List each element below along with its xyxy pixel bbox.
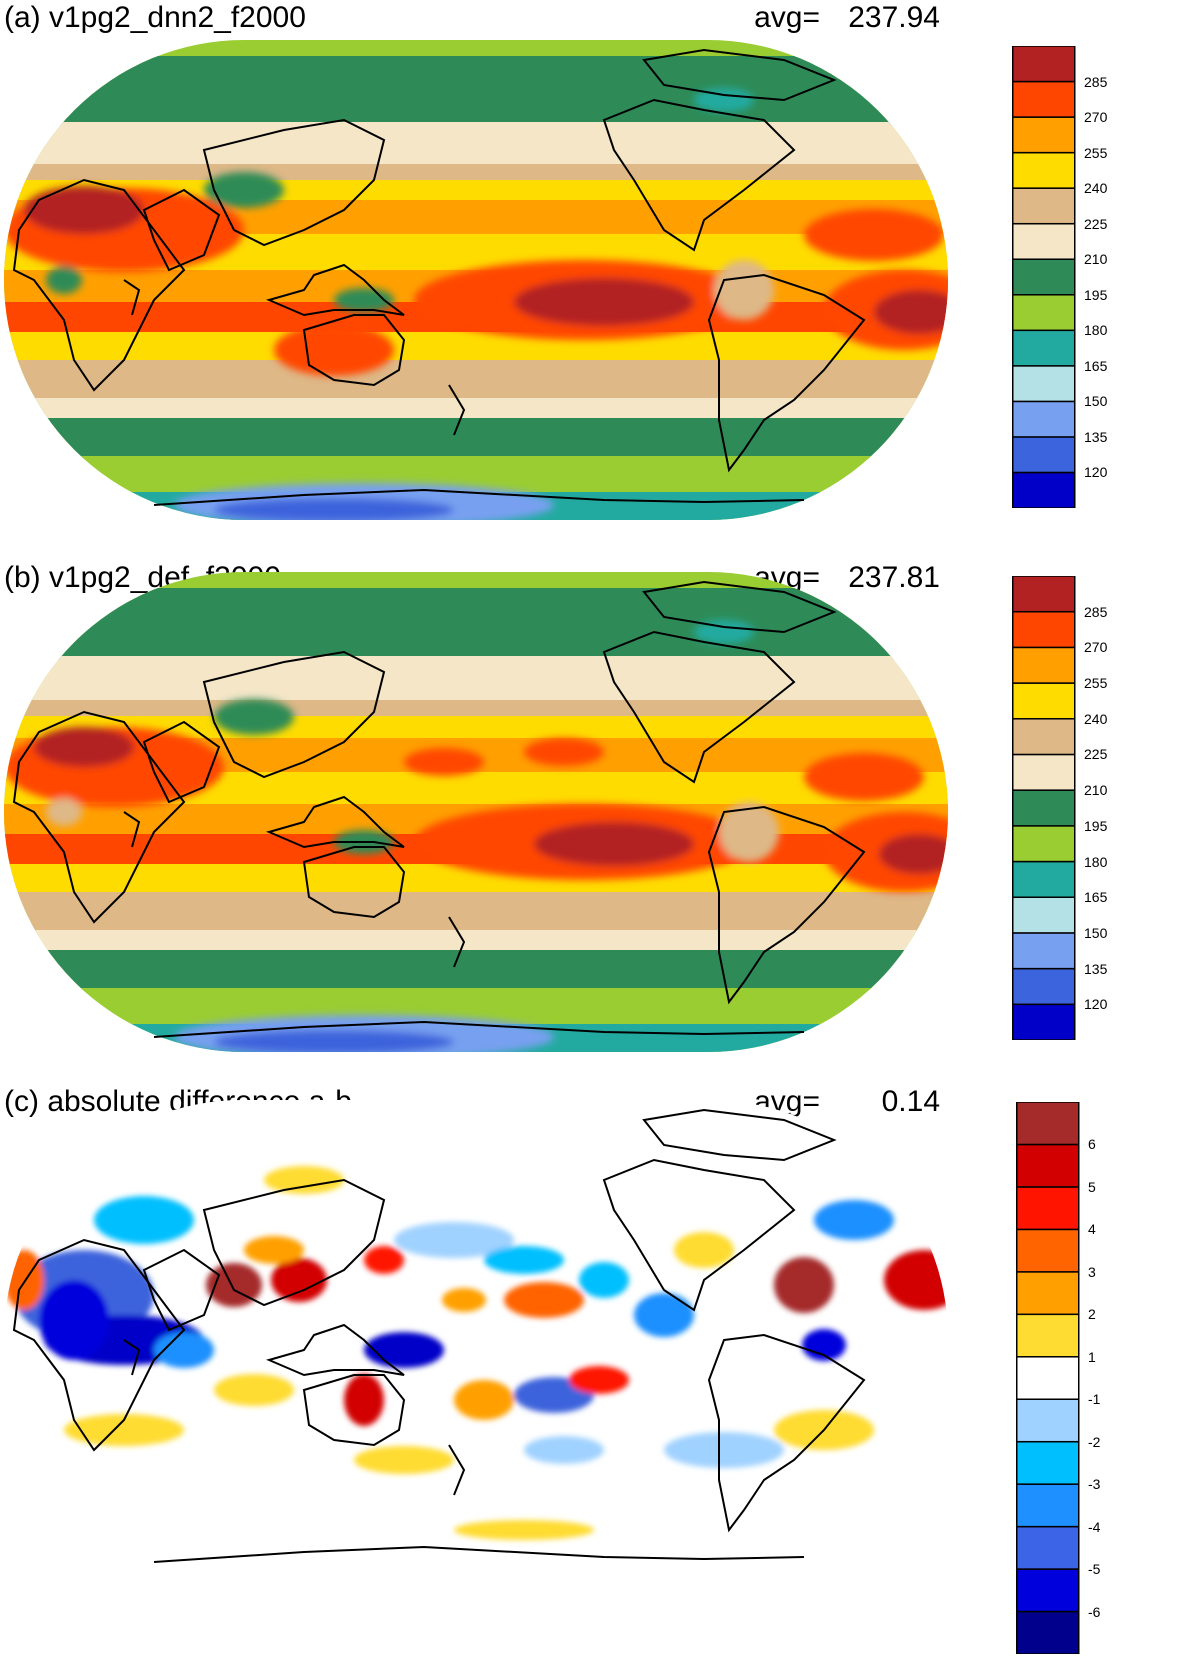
colorbar-tick-label: 270 [1084,639,1108,656]
colorbar-swatch [1012,718,1076,756]
colorbar-swatch [1012,860,1076,898]
colorbar-tick-label: 180 [1084,322,1108,339]
colorbar-swatch [1012,682,1076,720]
avg-value: 237.81 [848,561,940,594]
colorbar-tick-label: 150 [1084,393,1108,410]
avg-value: 237.94 [848,1,940,34]
colorbar-tick-label: 210 [1084,782,1108,799]
colorbar-swatch [1012,258,1076,296]
coastlines [12,1108,866,1563]
colorbar-tick-label: 3 [1088,1263,1096,1280]
colorbar-tick-label: 270 [1084,109,1108,126]
map-difference-c [4,1100,948,1575]
colorbar-tick-label: 1 [1088,1348,1096,1365]
colorbar-swatch [1012,967,1076,1006]
map-olr-b [4,572,948,1052]
colorbar-tick-label: -2 [1088,1433,1101,1450]
colorbar-tick-label: 285 [1084,73,1108,90]
colorbar-tick-label: -5 [1088,1561,1101,1578]
colorbar-tick-label: 6 [1088,1136,1096,1153]
colorbar-tick-label: 165 [1084,889,1108,906]
colorbar-a [1012,46,1076,508]
colorbar-swatches [1012,46,1076,508]
map-olr-a [4,40,948,520]
colorbar-labels-a: 120 135 150 165 180 195 210 225 240 255 270 285 [1012,46,1142,508]
colorbar-labels-c: -6 -5 -4 -3 -2 -1 1 2 3 4 5 6 [1016,1102,1146,1654]
colorbar-tick-label: 135 [1084,960,1108,977]
colorbar-tick-label: 5 [1088,1178,1096,1195]
colorbar-swatch [1012,610,1076,649]
colorbar-tick-label: 4 [1088,1221,1096,1238]
colorbar-tick-label: 120 [1084,996,1108,1013]
colorbar-tick-label: 180 [1084,853,1108,870]
map-field [4,1100,948,1575]
colorbar-swatch [1012,646,1076,684]
colorbar-tick-label: 210 [1084,251,1108,268]
colorbar-tick-label: 120 [1084,464,1108,481]
colorbar-swatch [1016,1610,1080,1654]
colorbar-swatch [1012,294,1076,332]
colorbar-swatch [1012,576,1076,613]
colorbar-tick-label: 225 [1084,746,1108,763]
colorbar-tick-label: 225 [1084,215,1108,232]
colorbar-swatch [1016,1186,1080,1231]
colorbar-tick-label: 195 [1084,817,1108,834]
avg-readout: avg= 0.14 [754,1084,940,1120]
colorbar-swatch [1012,471,1076,508]
colorbar-tick-label: -1 [1088,1391,1101,1408]
colorbar-swatch [1016,1525,1080,1570]
colorbar-tick-label: -3 [1088,1476,1101,1493]
panel-c: (c) absolute difference a-b avg= 0.14 [0,1085,1188,1677]
coastlines [12,48,866,506]
colorbar-swatch [1016,1568,1080,1613]
colorbar-swatch [1012,753,1076,791]
map-field [4,40,948,520]
colorbar-tick-label: 195 [1084,286,1108,303]
colorbar-swatch [1012,80,1076,118]
colorbar-swatch [1012,825,1076,863]
coastlines [12,580,866,1038]
panel-a: (a) v1pg2_dnn2_f2000 avg= 237.94 [0,0,1188,560]
colorbar-tick-label: 240 [1084,180,1108,197]
colorbar-labels-b: 120 135 150 165 180 195 210 225 240 255 270 285 [1012,576,1142,1040]
colorbar-tick-label: 255 [1084,675,1108,692]
colorbar-tick-label: -4 [1088,1518,1101,1535]
panel-b: (b) v1pg2_def_f2000 avg= 237.81 [0,560,1188,1120]
colorbar-swatch [1012,400,1076,438]
colorbar-tick-label: 255 [1084,144,1108,161]
avg-readout: avg= 237.94 [754,0,940,36]
colorbar-swatch [1012,187,1076,225]
colorbar-c [1016,1102,1080,1654]
colorbar-swatch [1012,896,1076,934]
colorbar-swatch [1016,1271,1080,1316]
colorbar-tick-label: -6 [1088,1603,1101,1620]
avg-label: avg= [754,1,820,34]
colorbar-swatch [1012,436,1076,474]
avg-value: 0.14 [881,1085,940,1118]
colorbar-swatch [1016,1102,1080,1146]
colorbar-swatch [1016,1143,1080,1188]
colorbar-swatches [1016,1102,1080,1654]
colorbar-swatch [1012,365,1076,403]
colorbar-tick-label: 135 [1084,428,1108,445]
colorbar-tick-label: 240 [1084,710,1108,727]
colorbar-tick-label: 285 [1084,603,1108,620]
colorbar-swatch [1016,1483,1080,1528]
panel-title: (a) v1pg2_dnn2_f2000 [4,1,306,34]
colorbar-swatch [1012,116,1076,154]
colorbar-tick-label: 2 [1088,1306,1096,1323]
map-field [4,572,948,1052]
colorbar-tick-label: 165 [1084,357,1108,374]
colorbar-tick-label: 150 [1084,924,1108,941]
colorbar-swatch [1012,329,1076,367]
colorbar-swatch [1012,222,1076,260]
colorbar-swatch [1012,46,1076,83]
colorbar-swatch [1012,932,1076,970]
